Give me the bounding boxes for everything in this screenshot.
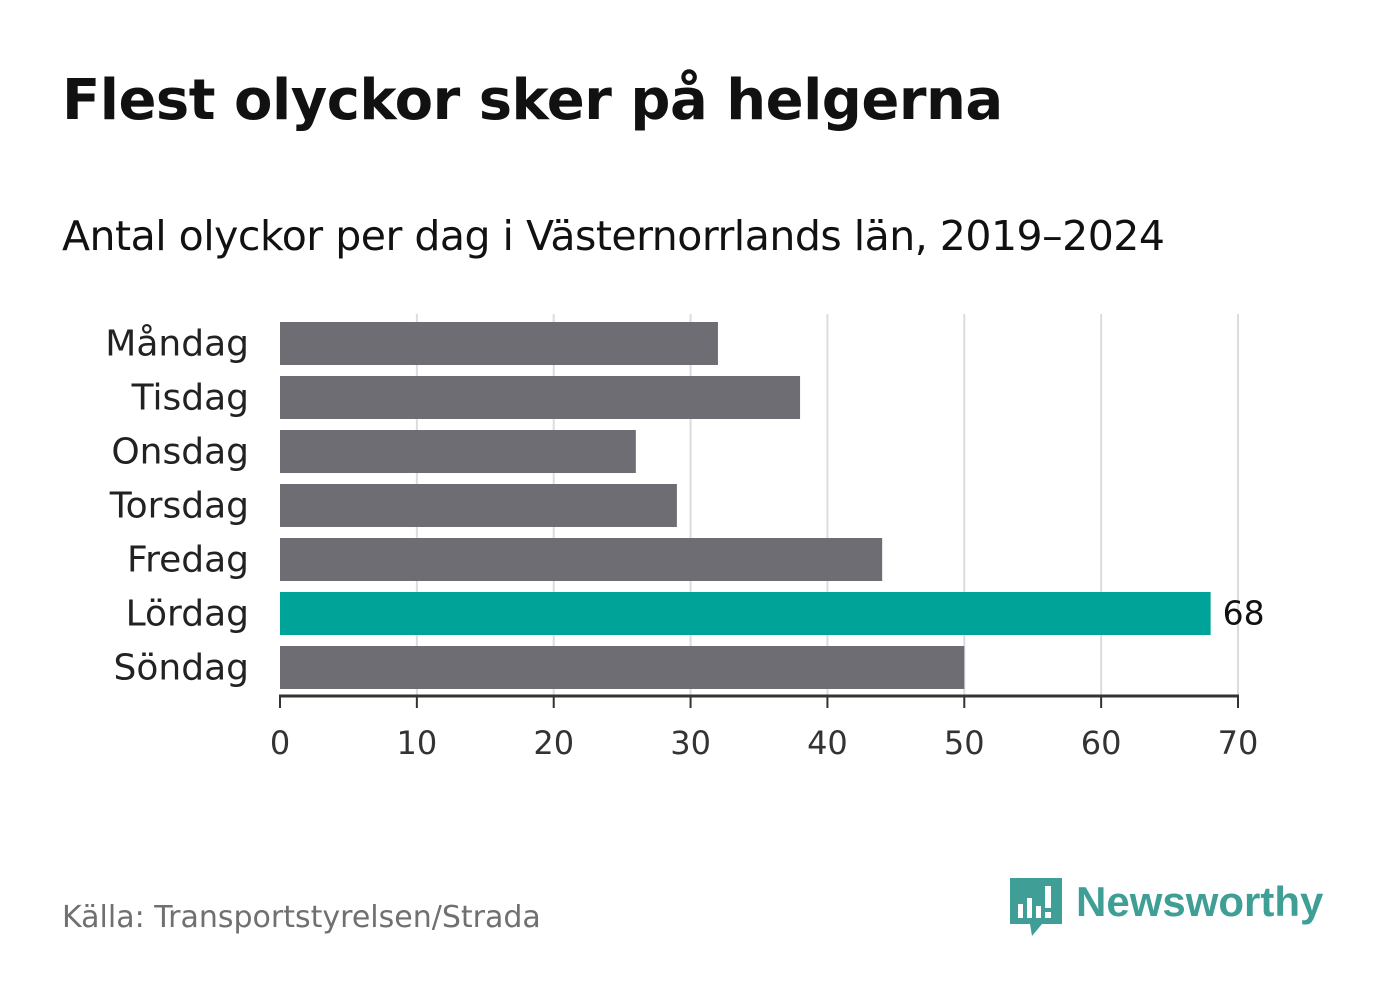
bar-fredag — [280, 538, 883, 581]
x-tick-label: 20 — [533, 724, 574, 762]
source-note: Källa: Transportstyrelsen/Strada — [62, 900, 541, 935]
x-tick-label: 10 — [396, 724, 437, 762]
chart-title: Flest olyckor sker på helgerna — [62, 68, 1003, 133]
category-label: Torsdag — [109, 486, 249, 527]
brand-logo: Newsworthy — [1010, 878, 1323, 940]
category-label: Tisdag — [131, 378, 249, 419]
bars — [280, 322, 1211, 689]
x-axis: 0 10 20 30 40 50 60 70 — [270, 694, 1259, 762]
category-label: Fredag — [127, 540, 249, 581]
chart-subtitle: Antal olyckor per dag i Västernorrlands … — [62, 212, 1165, 260]
newsworthy-logo-icon — [1010, 878, 1062, 936]
bar-torsdag — [280, 484, 677, 527]
brand-name: Newsworthy — [1076, 878, 1324, 925]
x-tick-label: 40 — [807, 724, 848, 762]
category-label: Måndag — [105, 324, 249, 365]
bar-tisdag — [280, 376, 801, 419]
data-label: 68 — [1223, 594, 1265, 633]
bar-lördag — [280, 592, 1211, 635]
category-label: Lördag — [126, 594, 249, 635]
category-label: Onsdag — [111, 432, 249, 473]
category-labels: Måndag Tisdag Onsdag Torsdag Fredag Lördag Sön… — [105, 324, 1264, 689]
x-tick-label: 50 — [944, 724, 985, 762]
x-tick-label: 60 — [1081, 724, 1122, 762]
x-tick-label: 0 — [270, 724, 290, 762]
x-tick-label: 70 — [1218, 724, 1259, 762]
bar-måndag — [280, 322, 718, 365]
bar-onsdag — [280, 430, 636, 473]
bar-söndag — [280, 646, 965, 689]
category-label: Söndag — [114, 648, 249, 689]
x-tick-label: 30 — [670, 724, 711, 762]
